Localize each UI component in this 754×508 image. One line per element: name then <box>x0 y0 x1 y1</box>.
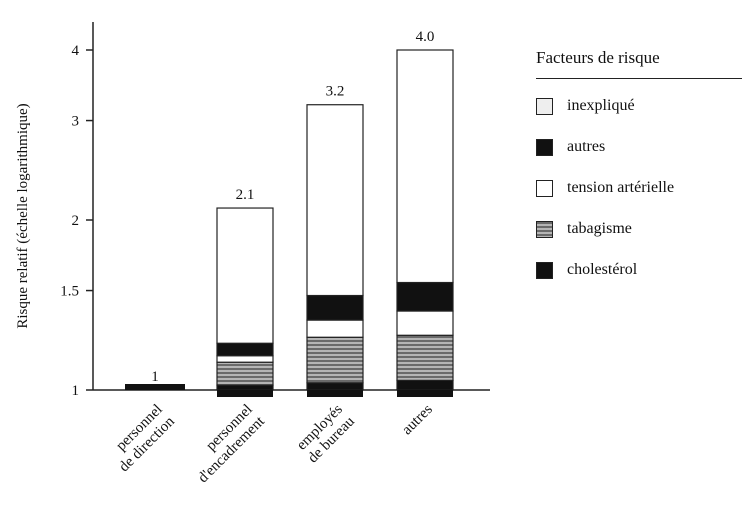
category-label-autres: autres <box>399 401 436 438</box>
legend-item-cholesterol: cholestérol <box>536 259 742 281</box>
legend-item-tension-arterielle: tension artérielle <box>536 177 742 199</box>
bar-segment-cholesterol-autres <box>396 379 454 391</box>
legend-title: Facteurs de risque <box>536 48 742 79</box>
legend-swatch-cholesterol <box>536 261 553 279</box>
legend-item-inexplique: inexpliqué <box>536 95 742 117</box>
y-tick-label: 3 <box>72 114 80 130</box>
legend-item-tabagisme: tabagisme <box>536 218 742 240</box>
bar-segment-tension-arterielle-autres <box>396 310 454 336</box>
legend-label-inexplique: inexpliqué <box>567 97 635 114</box>
bar-segment-tabagisme-personnel-d-encadrement <box>216 361 274 386</box>
legend-label-tension-arterielle: tension artérielle <box>567 179 675 196</box>
bars <box>125 49 454 397</box>
legend-item-autres: autres <box>536 136 742 158</box>
legend-label-cholesterol: cholestérol <box>567 261 638 278</box>
bar-baseline-extension-personnel-d-encadrement <box>217 390 273 397</box>
bar-segment-autres-autres <box>396 281 454 312</box>
bar-total-label-employes-de-bureau: 3.2 <box>326 84 345 100</box>
bar-segment-tension-arterielle-employes-de-bureau <box>306 319 364 338</box>
bar-total-label-personnel-d-encadrement: 2.1 <box>236 187 255 203</box>
bar-segment-base-personnel-de-direction <box>125 384 185 390</box>
y-axis-label: Risque relatif (échelle logarithmique) <box>15 103 31 328</box>
bar-baseline-extension-autres <box>397 390 453 397</box>
y-tick-label: 1.5 <box>60 284 79 300</box>
bar-segment-tension-arterielle-personnel-d-encadrement <box>216 355 274 363</box>
legend-label-autres: autres <box>567 138 606 155</box>
category-label-line: autres <box>399 401 436 438</box>
bar-segment-inexplique-employes-de-bureau <box>306 104 364 297</box>
legend-swatch-tabagisme <box>536 220 553 238</box>
bar-segment-inexplique-autres <box>396 49 454 284</box>
y-tick-label: 1 <box>72 383 80 399</box>
legend: Facteurs de risque inexpliqué autres ten… <box>536 48 742 300</box>
bar-segment-tabagisme-employes-de-bureau <box>306 336 364 384</box>
legend-swatch-autres <box>536 138 553 156</box>
legend-label-tabagisme: tabagisme <box>567 220 632 237</box>
bar-total-label-autres: 4.0 <box>416 29 435 45</box>
bar-segment-tabagisme-autres <box>396 334 454 381</box>
bar-baseline-extension-employes-de-bureau <box>307 390 363 397</box>
bar-total-label-personnel-de-direction: 1 <box>151 369 159 385</box>
legend-swatch-tension-arterielle <box>536 179 553 197</box>
bar-segment-autres-personnel-d-encadrement <box>216 342 274 357</box>
bar-segment-inexplique-personnel-d-encadrement <box>216 207 274 344</box>
bar-segment-autres-employes-de-bureau <box>306 294 364 321</box>
bar-segment-cholesterol-personnel-d-encadrement <box>216 384 274 391</box>
y-tick-label: 4 <box>72 43 80 59</box>
bar-segment-cholesterol-employes-de-bureau <box>306 382 364 391</box>
legend-swatch-inexplique <box>536 97 553 115</box>
y-tick-label: 2 <box>72 213 80 229</box>
